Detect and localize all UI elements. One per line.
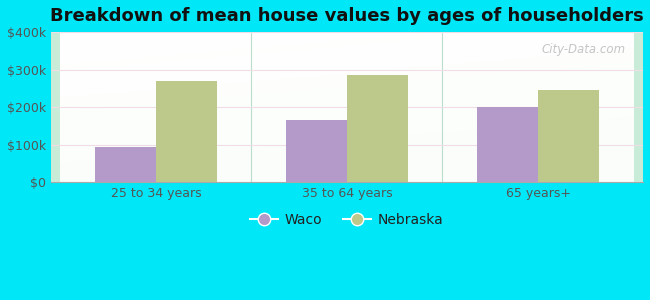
Bar [156, 81, 217, 182]
Bar [477, 107, 538, 182]
Text: City-Data.com: City-Data.com [541, 43, 625, 56]
Bar [538, 90, 599, 182]
Title: Breakdown of mean house values by ages of householders: Breakdown of mean house values by ages o… [50, 7, 644, 25]
Bar [347, 75, 408, 182]
Bar [286, 120, 347, 182]
Legend: Waco, Nebraska: Waco, Nebraska [244, 207, 449, 232]
Bar [95, 147, 156, 182]
